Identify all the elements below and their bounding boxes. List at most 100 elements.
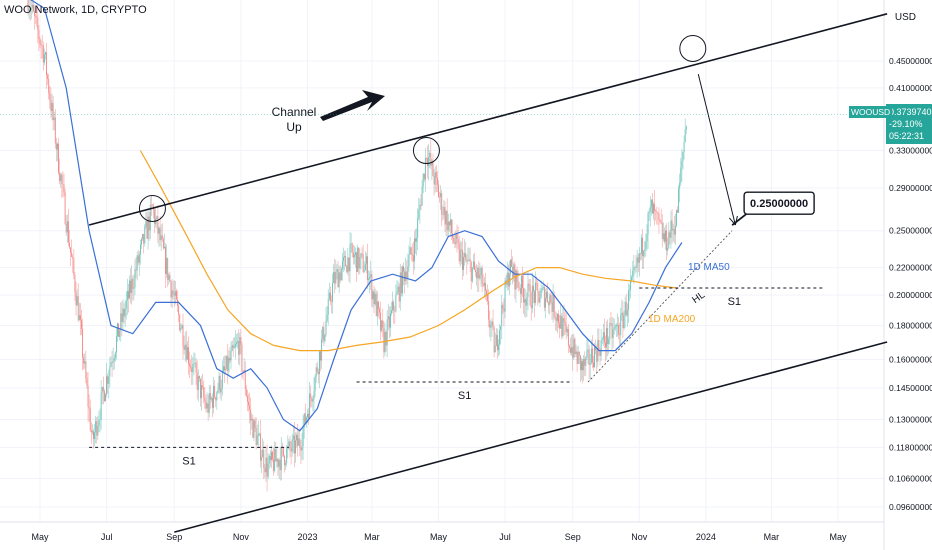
candle-body xyxy=(89,408,91,431)
candle-body xyxy=(650,199,652,207)
candle-body xyxy=(228,357,230,372)
candle-body xyxy=(599,350,601,356)
candle-body xyxy=(119,330,121,337)
candle-body xyxy=(559,323,561,329)
candle-body xyxy=(480,267,482,275)
candle-body xyxy=(587,349,589,351)
candle-body xyxy=(343,257,344,261)
candle-body xyxy=(382,320,384,328)
candle-body xyxy=(673,229,675,235)
candle-body xyxy=(605,342,606,348)
candle-body xyxy=(495,335,497,346)
candle-body xyxy=(201,385,203,399)
candle-body xyxy=(313,391,315,400)
currency-label[interactable]: USD xyxy=(894,12,916,23)
candle-body xyxy=(626,309,628,316)
y-tick-label: 0.10600000 xyxy=(889,473,932,483)
candle-body xyxy=(425,158,427,159)
candle-body xyxy=(38,29,40,40)
candle-body xyxy=(394,311,396,312)
candle-body xyxy=(171,290,173,298)
candle-body xyxy=(290,448,292,452)
candle-body xyxy=(84,361,86,364)
candle-body xyxy=(190,366,192,368)
candle-body xyxy=(554,316,556,319)
candle-body xyxy=(141,239,142,245)
candle-body xyxy=(43,54,45,63)
candle-body xyxy=(657,212,659,214)
candle-body xyxy=(46,52,47,76)
candle-body xyxy=(113,357,115,361)
candle-body xyxy=(460,249,462,251)
candle-body xyxy=(237,341,239,343)
candle-body xyxy=(344,256,346,258)
candle-body xyxy=(216,392,218,401)
candle-body xyxy=(415,238,416,242)
candle-body xyxy=(277,458,279,467)
candle-body xyxy=(226,355,228,369)
candle-body xyxy=(178,305,180,315)
candle-body xyxy=(159,227,161,241)
symbol-tag: WOOUSD xyxy=(849,106,893,118)
candle-body xyxy=(462,249,463,270)
candle-body xyxy=(417,218,419,238)
candle-body xyxy=(488,300,490,320)
candle-body xyxy=(537,283,539,292)
candle-body xyxy=(574,338,576,354)
candle-body xyxy=(345,256,347,267)
candle-body xyxy=(55,143,57,150)
candle-body xyxy=(117,323,118,337)
candle-body xyxy=(300,447,302,451)
candle-body xyxy=(40,43,42,46)
candle-body xyxy=(298,438,300,446)
higher-lows-line xyxy=(587,230,733,383)
candle-body xyxy=(110,362,112,367)
candle-body xyxy=(549,295,551,306)
candle-body xyxy=(621,312,623,315)
candle-body xyxy=(125,300,127,309)
candle-body xyxy=(615,325,617,327)
candle-body xyxy=(643,250,645,257)
candle-body xyxy=(238,341,240,355)
candle-body xyxy=(678,188,680,213)
candle-body xyxy=(520,275,522,294)
candle-body xyxy=(353,254,355,258)
candle-body xyxy=(663,233,665,242)
candle-body xyxy=(595,346,597,351)
candle-body xyxy=(200,378,201,399)
candle-body xyxy=(486,290,487,295)
candle-body xyxy=(614,326,616,328)
candle-body xyxy=(234,343,236,347)
candle-body xyxy=(358,247,360,269)
candle-body xyxy=(577,352,579,364)
candle-body xyxy=(447,221,449,231)
candle-body xyxy=(383,327,385,353)
candle-body xyxy=(263,449,265,469)
candle-body xyxy=(288,441,290,447)
candle-body xyxy=(586,350,588,358)
candle-body xyxy=(470,262,472,282)
candle-body xyxy=(198,375,200,379)
candle-body xyxy=(638,253,640,263)
candle-body xyxy=(419,204,421,210)
candle-body xyxy=(111,362,113,363)
y-tick-label: 0.18000000 xyxy=(889,321,932,331)
candle-body xyxy=(357,247,359,272)
candle-body xyxy=(214,385,216,398)
candle-body xyxy=(634,267,636,268)
candle-body xyxy=(107,376,109,384)
candle-body xyxy=(28,9,30,12)
candle-body xyxy=(225,368,227,371)
candle-body xyxy=(189,363,191,367)
candle-body xyxy=(157,216,159,234)
candle-body xyxy=(630,281,632,290)
candle-body xyxy=(405,271,407,282)
candle-body xyxy=(672,229,674,231)
candle-body xyxy=(389,313,391,328)
candle-body xyxy=(617,324,618,326)
candle-body xyxy=(471,267,473,282)
candle-body xyxy=(481,267,483,285)
candle-body xyxy=(118,323,120,337)
target-value: 0.25000000 xyxy=(750,198,808,210)
